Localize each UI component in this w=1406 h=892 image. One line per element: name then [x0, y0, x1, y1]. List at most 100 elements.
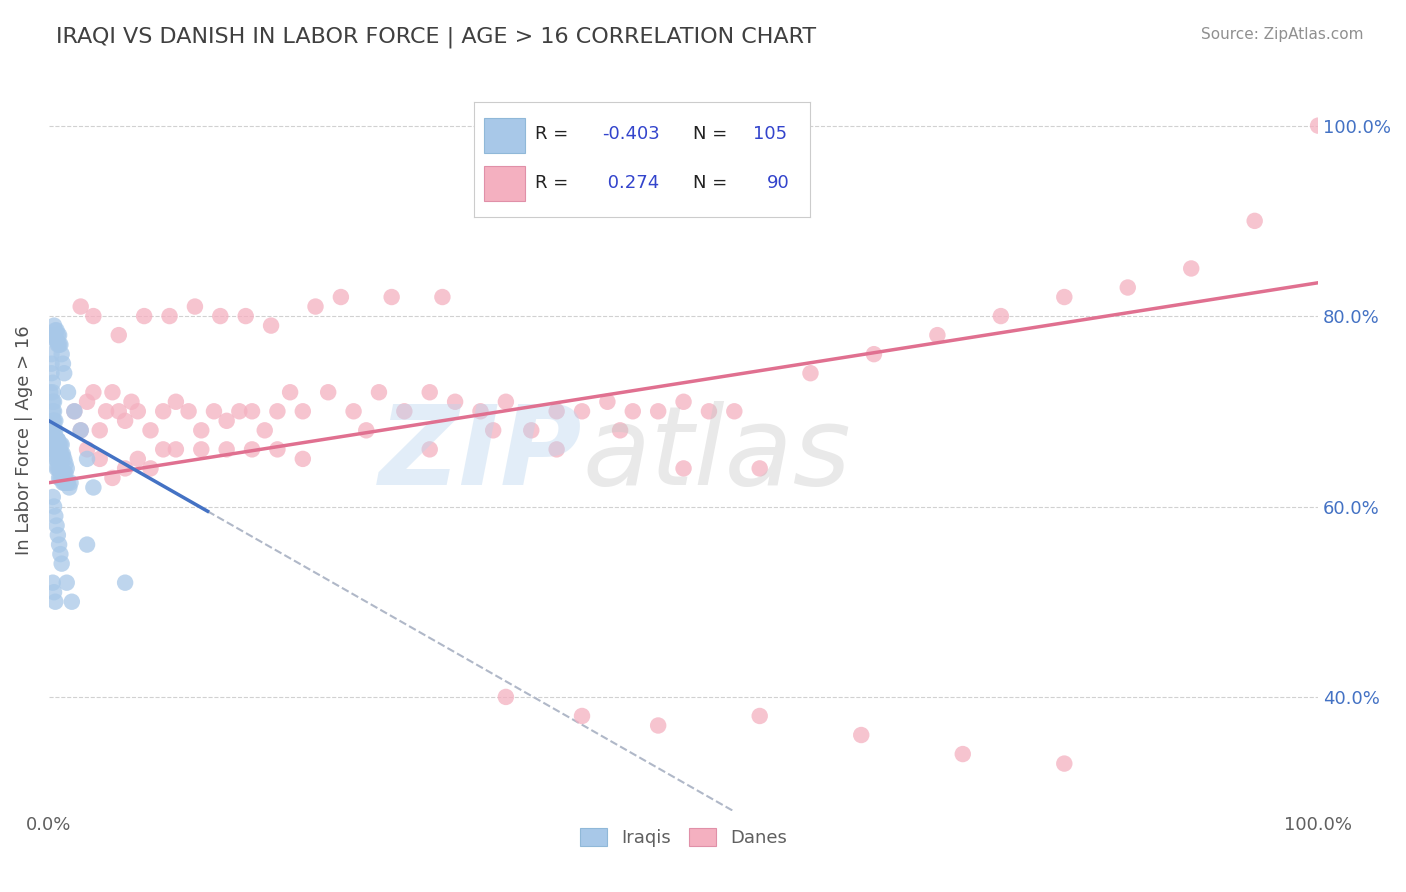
Point	[42, 328, 65, 343]
Point	[42, 433, 65, 447]
Point	[621, 404, 644, 418]
Legend: Iraqis, Danes: Iraqis, Danes	[572, 821, 794, 855]
Point	[82, 309, 104, 323]
Point	[42, 490, 65, 504]
Point	[52, 466, 75, 480]
Text: ZIP: ZIP	[378, 401, 582, 508]
Point	[53, 475, 76, 490]
Point	[444, 394, 467, 409]
Point	[495, 690, 517, 704]
Point	[42, 404, 65, 418]
Point	[42, 414, 65, 428]
Point	[55, 457, 77, 471]
Point	[44, 433, 66, 447]
Point	[1053, 290, 1076, 304]
Point	[48, 447, 70, 461]
Point	[49, 447, 72, 461]
Point	[44, 509, 66, 524]
Point	[49, 437, 72, 451]
Point	[235, 309, 257, 323]
Point	[101, 385, 124, 400]
Point	[55, 461, 77, 475]
Point	[55, 466, 77, 480]
Point	[45, 433, 67, 447]
Text: atlas: atlas	[582, 401, 851, 508]
Point	[76, 451, 98, 466]
Point	[42, 394, 65, 409]
Point	[42, 442, 65, 457]
Point	[48, 461, 70, 475]
Point	[49, 471, 72, 485]
Point	[266, 404, 288, 418]
Point	[46, 442, 69, 457]
Point	[49, 547, 72, 561]
Point	[1180, 261, 1202, 276]
Point	[42, 318, 65, 333]
Point	[45, 442, 67, 457]
Point	[432, 290, 454, 304]
Point	[952, 747, 974, 761]
Point	[165, 394, 187, 409]
Point	[278, 385, 301, 400]
Point	[863, 347, 886, 361]
Point	[139, 461, 162, 475]
Point	[46, 337, 69, 351]
Point	[495, 394, 517, 409]
Point	[723, 404, 745, 418]
Point	[42, 414, 65, 428]
Point	[76, 442, 98, 457]
Point	[51, 471, 73, 485]
Point	[51, 557, 73, 571]
Point	[394, 404, 416, 418]
Point	[260, 318, 283, 333]
Point	[45, 461, 67, 475]
Point	[342, 404, 364, 418]
Point	[291, 451, 314, 466]
Point	[55, 475, 77, 490]
Point	[45, 323, 67, 337]
Point	[42, 385, 65, 400]
Point	[42, 423, 65, 437]
Point	[1116, 280, 1139, 294]
Point	[55, 575, 77, 590]
Point	[82, 480, 104, 494]
Point	[215, 414, 238, 428]
Point	[89, 423, 111, 437]
Point	[482, 423, 505, 437]
Point	[51, 461, 73, 475]
Point	[46, 528, 69, 542]
Point	[368, 385, 391, 400]
Point	[69, 300, 91, 314]
Point	[381, 290, 404, 304]
Point	[44, 333, 66, 347]
Text: IRAQI VS DANISH IN LABOR FORCE | AGE > 16 CORRELATION CHART: IRAQI VS DANISH IN LABOR FORCE | AGE > 1…	[56, 27, 817, 48]
Point	[48, 337, 70, 351]
Point	[990, 309, 1012, 323]
Point	[44, 442, 66, 457]
Point	[52, 447, 75, 461]
Point	[42, 575, 65, 590]
Point	[52, 475, 75, 490]
Point	[672, 394, 695, 409]
Point	[697, 404, 720, 418]
Point	[520, 423, 543, 437]
Point	[356, 423, 378, 437]
Point	[184, 300, 207, 314]
Point	[46, 461, 69, 475]
Point	[41, 357, 63, 371]
Point	[114, 414, 136, 428]
Point	[39, 423, 62, 437]
Point	[42, 500, 65, 514]
Point	[89, 451, 111, 466]
Point	[39, 385, 62, 400]
Point	[45, 333, 67, 347]
Point	[52, 357, 75, 371]
Point	[45, 518, 67, 533]
Point	[134, 309, 156, 323]
Point	[596, 394, 619, 409]
Point	[59, 475, 82, 490]
Point	[46, 442, 69, 457]
Point	[215, 442, 238, 457]
Point	[165, 442, 187, 457]
Point	[107, 328, 129, 343]
